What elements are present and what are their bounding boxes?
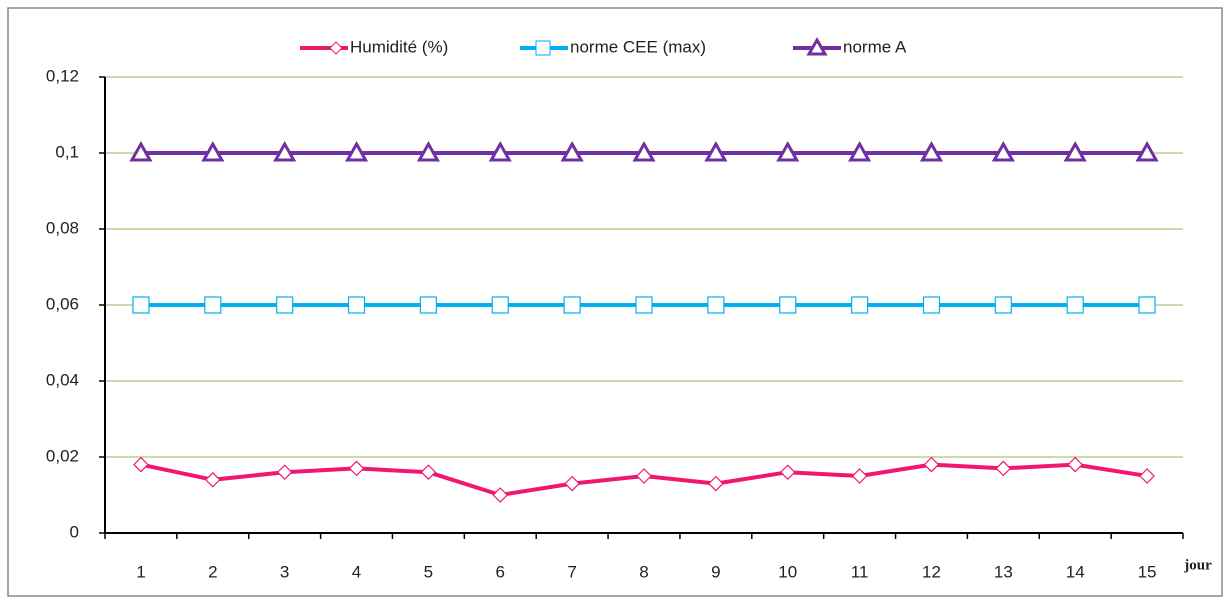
marker	[564, 475, 580, 492]
x-tick-label: 2	[208, 562, 217, 581]
x-tick-label: 9	[711, 562, 720, 581]
marker	[204, 296, 222, 314]
marker	[848, 140, 872, 162]
marker	[129, 140, 153, 162]
x-axis-label: jour	[1183, 557, 1212, 573]
marker	[704, 140, 728, 162]
marker	[563, 296, 581, 314]
marker	[636, 468, 652, 484]
y-tick-label: 0,02	[46, 446, 79, 465]
legend-marker	[535, 40, 551, 56]
marker	[348, 460, 365, 477]
x-tick-label: 7	[567, 562, 576, 581]
x-tick-label: 12	[922, 562, 941, 581]
marker	[133, 456, 149, 473]
marker	[560, 140, 584, 162]
marker	[776, 140, 800, 162]
marker	[850, 296, 869, 314]
marker	[1139, 468, 1155, 484]
marker	[1135, 140, 1159, 162]
legend-marker	[329, 41, 343, 55]
marker	[419, 296, 437, 314]
y-tick-label: 0	[70, 522, 79, 541]
marker	[273, 140, 297, 162]
x-tick-label: 14	[1066, 562, 1085, 581]
marker	[204, 471, 221, 488]
marker	[923, 456, 940, 473]
marker	[919, 140, 944, 162]
legend-label: Humidité (%)	[350, 37, 448, 56]
marker	[779, 464, 796, 481]
marker	[344, 140, 369, 162]
marker	[132, 296, 150, 314]
x-tick-label: 1	[136, 562, 145, 581]
marker	[347, 296, 366, 314]
marker	[991, 140, 1015, 162]
marker	[995, 460, 1012, 477]
x-tick-label: 3	[280, 562, 289, 581]
marker	[491, 296, 509, 314]
marker	[851, 468, 868, 484]
legend-label: norme A	[843, 37, 907, 56]
marker	[635, 296, 653, 314]
y-tick-label: 0,08	[46, 218, 79, 237]
marker	[922, 296, 941, 314]
marker	[708, 475, 724, 492]
x-tick-label: 13	[994, 562, 1013, 581]
marker	[632, 140, 656, 162]
marker	[201, 140, 225, 162]
marker	[1066, 296, 1084, 314]
y-tick-label: 0,1	[55, 142, 79, 161]
marker	[276, 296, 294, 314]
marker	[420, 464, 437, 481]
y-tick-label: 0,12	[46, 66, 79, 85]
marker	[707, 296, 725, 314]
x-tick-label: 15	[1138, 562, 1157, 581]
legend-marker	[806, 36, 828, 56]
chart-frame	[7, 7, 1223, 597]
y-tick-label: 0,04	[46, 370, 79, 389]
marker	[276, 464, 293, 481]
marker	[488, 140, 512, 162]
y-tick-label: 0,06	[46, 294, 79, 313]
marker	[416, 140, 440, 162]
marker	[492, 487, 509, 503]
marker	[779, 296, 797, 314]
marker	[1067, 456, 1084, 473]
x-tick-label: 4	[352, 562, 361, 581]
x-tick-label: 6	[496, 562, 505, 581]
x-tick-label: 5	[424, 562, 433, 581]
x-tick-label: 10	[778, 562, 797, 581]
x-tick-label: 11	[851, 562, 869, 581]
marker	[1138, 296, 1156, 314]
legend-label: norme CEE (max)	[570, 37, 706, 56]
marker	[994, 296, 1012, 314]
marker	[1063, 140, 1087, 162]
x-tick-label: 8	[639, 562, 648, 581]
